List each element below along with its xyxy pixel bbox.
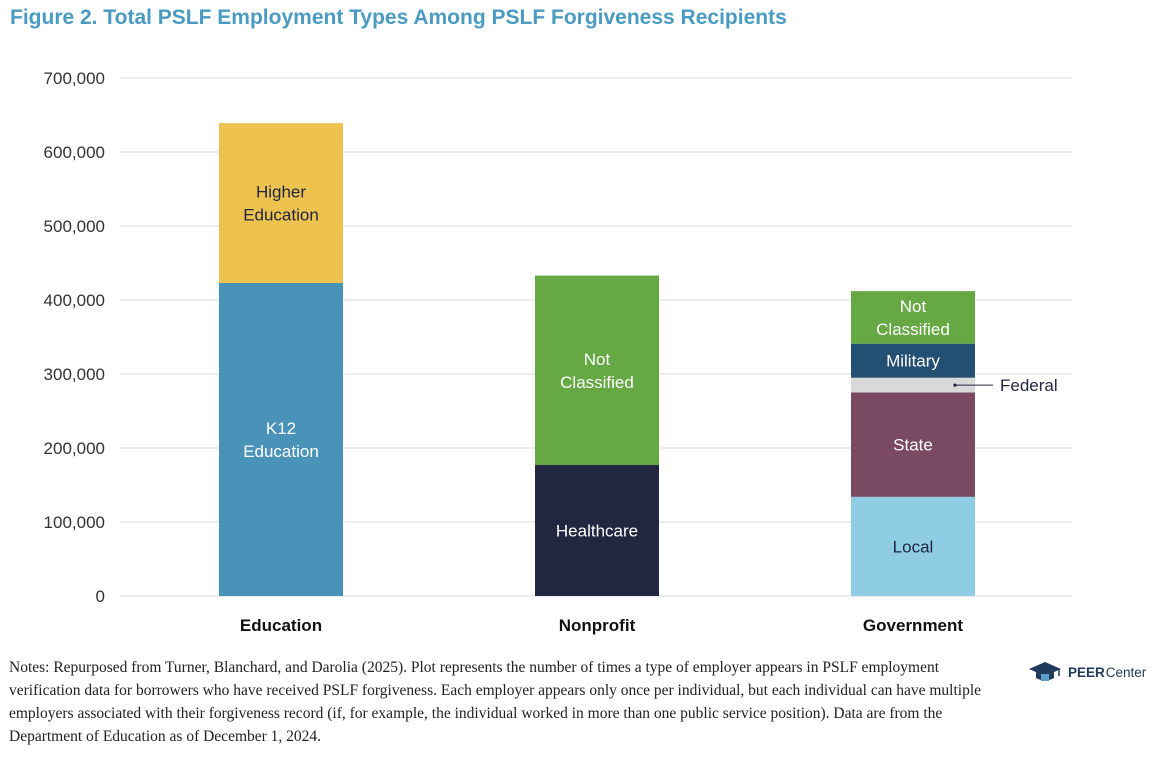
segment-label-local: Local [893, 537, 934, 556]
y-tick-label: 100,000 [44, 513, 105, 532]
segment-label-healthcare: Healthcare [556, 522, 638, 541]
segment-label-not-classified: Classified [560, 373, 634, 392]
bar-segment-state [851, 392, 975, 497]
x-axis-category-labels: Education Nonprofit Government [240, 616, 963, 635]
graduation-cap-icon [1029, 662, 1061, 681]
segment-label-higher-education: Higher [256, 183, 306, 202]
segment-label-not-classified: Not [900, 297, 927, 316]
segment-label-higher-education: Education [243, 206, 319, 225]
bar-segment-k12-education [219, 282, 343, 596]
bar-segment-local [851, 496, 975, 596]
segment-label-state: State [893, 436, 933, 455]
bar-education: K12 Education Higher Education [219, 123, 343, 596]
y-tick-label: 200,000 [44, 439, 105, 458]
y-tick-label: 700,000 [44, 69, 105, 88]
bars: K12 Education Higher Education Healthcare Not… [219, 123, 1058, 596]
segment-label-k12-education: K12 [266, 419, 296, 438]
segment-label-military: Military [886, 352, 940, 371]
y-tick-label: 0 [96, 587, 105, 606]
callout-dot [953, 383, 957, 387]
peer-center-logo: PEER Center [1028, 659, 1164, 685]
y-tick-label: 500,000 [44, 217, 105, 236]
bar-segment-military [851, 343, 975, 378]
y-tick-label: 300,000 [44, 365, 105, 384]
bar-segment-not-classified [851, 291, 975, 344]
logo-brand-text: PEER [1068, 664, 1105, 680]
bar-segment-not-classified [535, 275, 659, 466]
bar-segment-healthcare [535, 465, 659, 596]
segment-label-not-classified: Not [584, 350, 611, 369]
y-axis-tick-labels: 0 100,000 200,000 300,000 400,000 500,000 600,… [44, 69, 105, 606]
figure-title: Figure 2. Total PSLF Employment Types Am… [10, 6, 787, 29]
bar-segment-higher-education [219, 123, 343, 283]
bar-segment-federal [851, 377, 975, 393]
y-tick-label: 600,000 [44, 143, 105, 162]
bar-government: Local State Federal Military Not Classified [851, 291, 1058, 596]
y-tick-label: 400,000 [44, 291, 105, 310]
figure-notes: Notes: Repurposed from Turner, Blanchard… [9, 659, 982, 745]
logo-sub-text: Center [1105, 664, 1147, 680]
segment-label-federal: Federal [1000, 376, 1058, 395]
x-category-label-education: Education [240, 616, 322, 635]
stacked-bar-chart: 0 100,000 200,000 300,000 400,000 500,000 600,… [44, 69, 1072, 635]
segment-label-not-classified: Classified [876, 320, 950, 339]
x-category-label-nonprofit: Nonprofit [559, 616, 636, 635]
bar-nonprofit: Healthcare Not Classified [535, 275, 659, 596]
x-category-label-government: Government [863, 616, 963, 635]
segment-label-k12-education: Education [243, 442, 319, 461]
